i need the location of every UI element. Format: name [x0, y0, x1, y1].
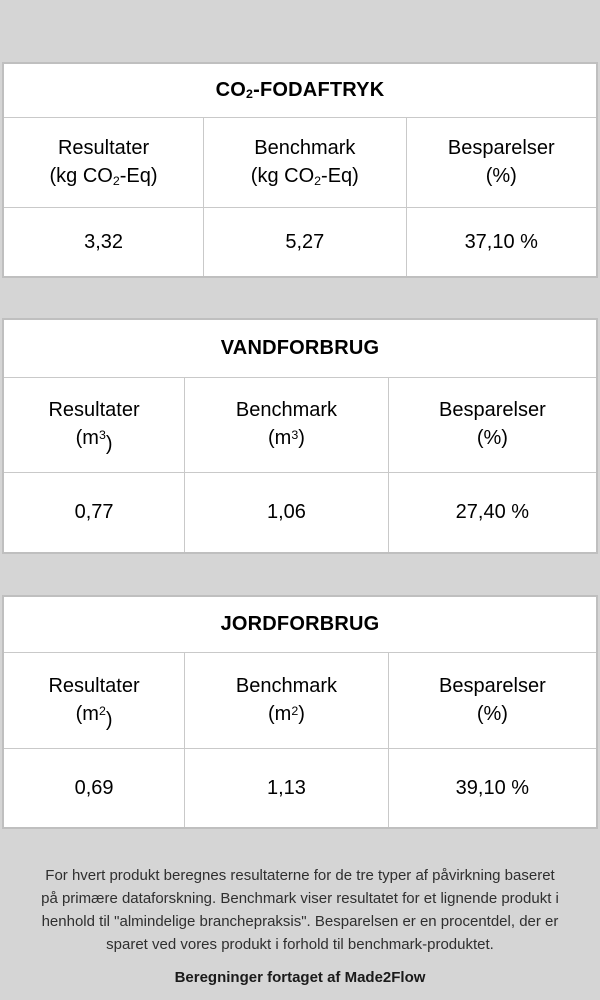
column-unit: (%): [485, 164, 517, 187]
column-header-resultater: Resultater (m2): [4, 653, 186, 749]
column-header-benchmark: Benchmark (kg CO2-Eq): [204, 118, 407, 208]
column-label: Besparelser: [439, 399, 546, 421]
water-table-title: VANDFORBRUG: [4, 320, 596, 378]
co2-table-title: CO 2 -FODAFTRYK: [4, 64, 596, 118]
column-unit: (m2): [268, 702, 305, 725]
title-text: VANDFORBRUG: [220, 337, 380, 359]
column-label: Besparelser: [439, 674, 546, 697]
column-unit: (%): [476, 427, 508, 449]
column-label: Resultater: [57, 136, 150, 159]
result-value: 3,32: [4, 208, 205, 276]
column-label: Benchmark: [235, 674, 338, 697]
column-unit: (m3): [75, 427, 113, 455]
title-text: JORDFORBRUG: [220, 613, 380, 635]
savings-value: 37,10 %: [464, 230, 538, 253]
footer-text-line: For hvert produkt beregnes resultaterne …: [45, 867, 555, 884]
column-unit: (kg CO2-Eq): [49, 164, 158, 189]
savings-value: 27,40 %: [455, 501, 530, 523]
column-header-besparelser: Besparelser (%): [406, 118, 596, 208]
footer: For hvert produkt beregnes resultaterne …: [0, 864, 600, 986]
title-text: -FODAFTRYK: [253, 79, 385, 101]
credit-line: Beregninger fortaget af Made2Flow: [174, 969, 426, 986]
column-label: Resultater: [48, 674, 140, 697]
result-value: 0,77: [4, 473, 186, 552]
benchmark-value: 1,06: [185, 473, 389, 552]
land-table-grid: Resultater (m2) Benchmark (m2) Besparels…: [4, 653, 596, 827]
result-value: 0,69: [4, 749, 186, 827]
column-header-resultater: Resultater (m3): [4, 378, 186, 473]
water-table-grid: Resultater (m3) Benchmark (m3) Besparels…: [4, 378, 596, 552]
savings-value: 39,10 %: [455, 776, 530, 799]
column-label: Resultater: [48, 399, 140, 421]
footer-text-line: henhold til "almindelige branchepraksis"…: [41, 913, 559, 930]
column-unit: (%): [476, 702, 508, 725]
column-label: Benchmark: [235, 399, 338, 421]
water-use-table: VANDFORBRUG Resultater (m3) Benchmark (m…: [2, 318, 598, 554]
footer-text-line: på primære dataforskning. Benchmark vise…: [41, 890, 559, 907]
column-header-besparelser: Besparelser (%): [388, 653, 596, 749]
column-label: Benchmark: [254, 136, 356, 159]
column-header-benchmark: Benchmark (m3): [185, 378, 389, 473]
co2-footprint-table: CO 2 -FODAFTRYK Resultater (kg CO2-Eq) Ben…: [2, 62, 598, 278]
column-unit: (m3): [268, 427, 305, 449]
title-subscript: 2: [246, 87, 254, 102]
column-header-benchmark: Benchmark (m2): [185, 653, 389, 749]
co2-table-grid: Resultater (kg CO2-Eq) Benchmark (kg CO2…: [4, 118, 596, 276]
column-header-resultater: Resultater (kg CO2-Eq): [4, 118, 205, 208]
footer-text-line: sparet ved vores produkt i forhold til b…: [106, 936, 494, 953]
land-use-table: JORDFORBRUG Resultater (m2) Benchmark (m…: [2, 595, 598, 829]
benchmark-value: 1,13: [185, 749, 389, 827]
column-header-besparelser: Besparelser (%): [388, 378, 596, 473]
column-label: Besparelser: [447, 136, 555, 159]
benchmark-value: 5,27: [204, 208, 407, 276]
column-unit: (m2): [75, 702, 113, 731]
column-unit: (kg CO2-Eq): [250, 164, 359, 189]
land-table-title: JORDFORBRUG: [4, 597, 596, 653]
title-text: CO: [215, 79, 247, 101]
